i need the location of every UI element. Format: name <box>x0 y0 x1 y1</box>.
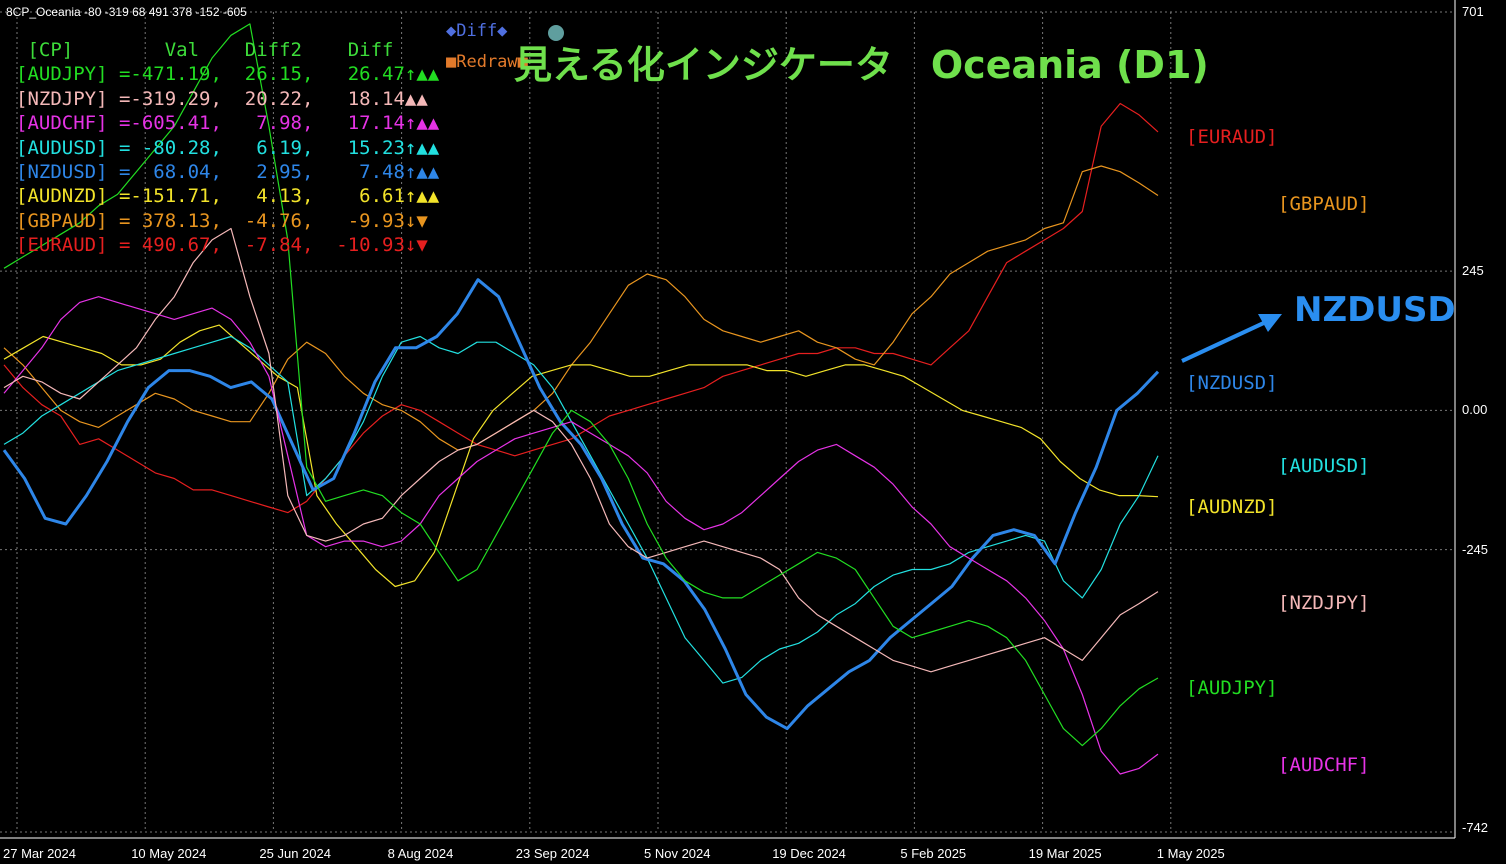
table-row: [AUDCHF] =-605.41, 7.98, 17.14↑▲▲ <box>16 112 440 135</box>
series-line-nzdusd <box>2 278 1160 731</box>
diff-circle-icon <box>548 25 564 41</box>
x-tick-label: 10 May 2024 <box>131 846 207 861</box>
x-tick-label: 23 Sep 2024 <box>515 846 590 861</box>
series-label: [AUDCHF] <box>1278 753 1370 776</box>
x-tick-label: 19 Dec 2024 <box>772 846 846 861</box>
table-row: [AUDUSD] = -80.28, 6.19, 15.23↑▲▲ <box>16 136 440 159</box>
table-row: [EURAUD] = 490.67, -7.84, -10.93↓▼ <box>16 234 428 257</box>
series-label: [NZDUSD] <box>1186 371 1278 394</box>
x-tick-label: 5 Nov 2024 <box>644 846 711 861</box>
redraw-button[interactable]: ■Redraw■ <box>446 52 528 72</box>
y-tick-label: 245 <box>1462 263 1484 279</box>
nzdusd-annotation: NZDUSD <box>1294 290 1456 330</box>
table-row: [GBPAUD] = 378.13, -4.76, -9.93↓▼ <box>16 209 428 232</box>
y-tick-label: 701 <box>1462 4 1484 19</box>
table-row: [AUDJPY] =-471.19, 26.15, 26.47↑▲▲ <box>16 63 440 86</box>
series-label: [AUDJPY] <box>1186 676 1278 699</box>
x-tick-label: 27 Mar 2024 <box>3 846 76 861</box>
x-tick-label: 1 May 2025 <box>1156 846 1225 861</box>
x-tick-label: 19 Mar 2025 <box>1028 846 1102 861</box>
table-header: [CP] Val Diff2 Diff <box>16 39 394 61</box>
y-tick-label: 0.00 <box>1462 402 1488 418</box>
series-line-audusd <box>3 335 1159 684</box>
chart-title: 見える化インジケータ Oceania (D1) <box>514 43 1209 87</box>
series-line-nzdjpy <box>3 227 1159 673</box>
x-tick-label: 5 Feb 2025 <box>900 846 967 861</box>
table-row: [AUDNZD] =-151.71, 4.13, 6.61↑▲▲ <box>16 185 440 208</box>
annotation-arrow-icon <box>1181 319 1269 363</box>
annotation-arrowhead-icon <box>1258 314 1282 332</box>
series-line-audchf <box>3 296 1159 775</box>
series-label: [AUDUSD] <box>1278 455 1370 478</box>
indicator-header: 8CP_Oceania -80 -319 68 491 378 -152 -60… <box>6 5 247 19</box>
series-label: [NZDJPY] <box>1278 591 1370 614</box>
series-line-euraud <box>3 102 1159 514</box>
table-row: [NZDJPY] =-319.29, 20.22, 18.14▲▲ <box>16 87 428 110</box>
series-label: [GBPAUD] <box>1278 192 1370 215</box>
y-tick-label: -742 <box>1462 820 1489 835</box>
series-line-audjpy <box>3 23 1159 747</box>
series-line-audnzd <box>3 324 1159 588</box>
values-table: [CP] Val Diff2 Diff [AUDJPY] =-471.19, 26… <box>16 38 439 258</box>
y-tick-label: -245 <box>1462 541 1489 557</box>
series-label: [AUDNZD] <box>1186 496 1278 519</box>
series-line-gbpaud <box>3 165 1159 451</box>
x-tick-label: 25 Jun 2024 <box>259 846 331 861</box>
table-row: [NZDUSD] = 68.04, 2.95, 7.48↑▲▲ <box>16 161 440 184</box>
x-tick-label: 8 Aug 2024 <box>387 846 454 861</box>
series-label: [EURAUD] <box>1186 125 1278 148</box>
diff-button[interactable]: ◆Diff◆ <box>446 21 508 41</box>
